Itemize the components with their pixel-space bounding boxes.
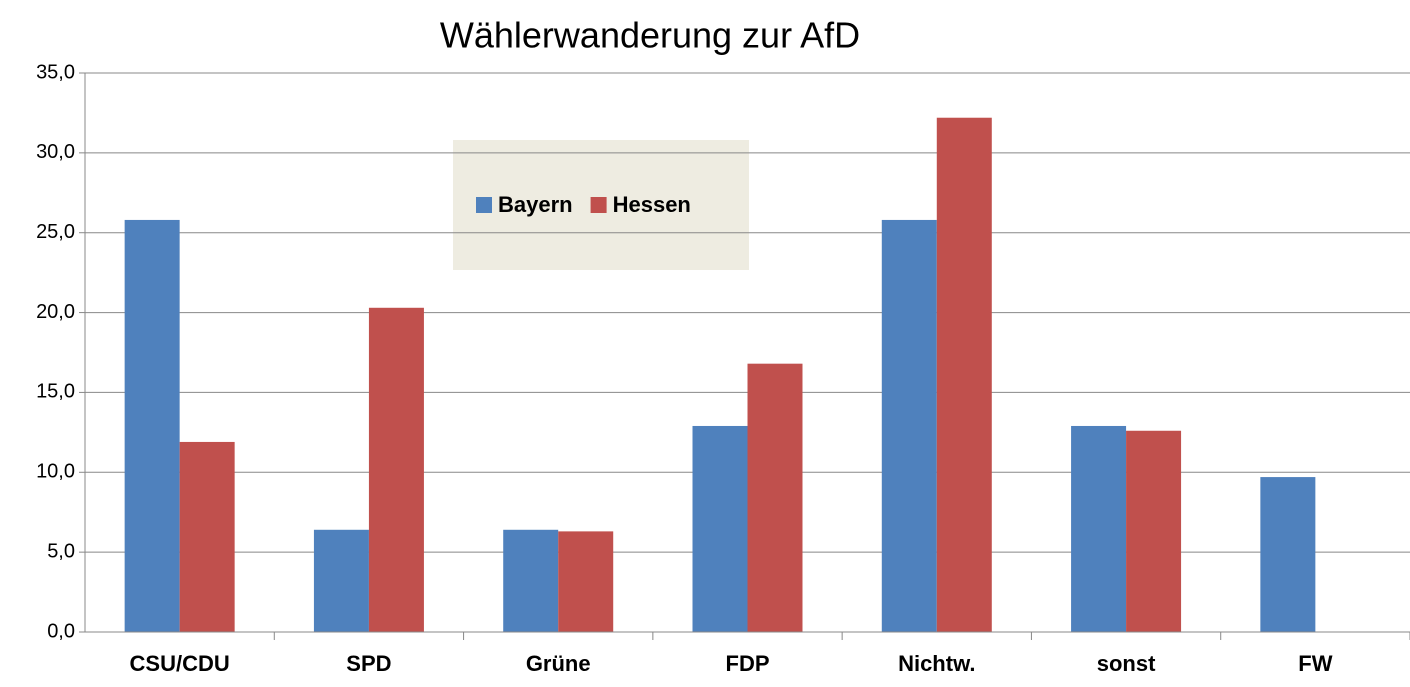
y-tick-label: 35,0 bbox=[36, 61, 75, 83]
bar bbox=[503, 529, 559, 632]
y-tick-label: 20,0 bbox=[36, 301, 75, 323]
legend-label: Bayern bbox=[498, 192, 573, 217]
bar bbox=[692, 425, 748, 632]
x-tick-label: SPD bbox=[346, 651, 391, 676]
x-tick-label: Grüne bbox=[526, 651, 591, 676]
x-tick-label: FW bbox=[1298, 651, 1332, 676]
y-tick-label: 25,0 bbox=[36, 221, 75, 243]
bar bbox=[179, 441, 235, 632]
y-tick-label: 10,0 bbox=[36, 461, 75, 483]
y-tick-label: 0,0 bbox=[47, 620, 75, 642]
legend-label: Hessen bbox=[613, 192, 691, 217]
bar bbox=[558, 531, 614, 632]
bar bbox=[881, 219, 937, 633]
bar bbox=[313, 529, 369, 632]
bar bbox=[1126, 430, 1182, 632]
y-tick-label: 15,0 bbox=[36, 381, 75, 403]
y-tick-label: 5,0 bbox=[47, 540, 75, 562]
bar bbox=[1071, 425, 1127, 632]
legend-swatch bbox=[590, 197, 607, 213]
x-tick-label: sonst bbox=[1097, 651, 1156, 676]
x-tick-label: CSU/CDU bbox=[130, 651, 230, 676]
chart-title: Wählerwanderung zur AfD bbox=[440, 15, 860, 56]
bar bbox=[1260, 477, 1316, 632]
y-tick-label: 30,0 bbox=[36, 141, 75, 163]
x-tick-label: Nichtw. bbox=[898, 651, 975, 676]
legend-swatch bbox=[476, 197, 492, 213]
x-tick-label: FDP bbox=[726, 651, 770, 676]
bar bbox=[936, 117, 992, 633]
bar bbox=[747, 363, 803, 632]
bar bbox=[368, 307, 424, 632]
bar bbox=[124, 219, 180, 633]
